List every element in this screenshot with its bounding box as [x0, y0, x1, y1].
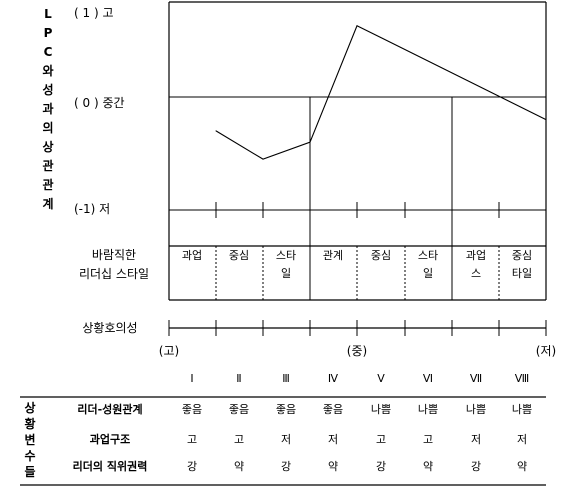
y-title-char: 관 [42, 158, 53, 173]
situation-cell: 저 [471, 433, 481, 446]
style-cell: 과업 [182, 249, 202, 262]
situation-numeral: Ⅴ [377, 372, 385, 385]
situation-cell: 약 [517, 459, 527, 473]
situation-cell: 좋음 [229, 403, 249, 416]
situation-numeral: Ⅲ [282, 372, 290, 385]
style-cell: 중심 [229, 249, 249, 262]
situation-cell: 고 [234, 433, 244, 446]
y-title-char: 상 [42, 139, 53, 154]
situation-cell: 약 [423, 459, 433, 473]
lpc-point [545, 119, 547, 121]
lpc-point [262, 158, 264, 160]
style-cell: 스타 [418, 249, 438, 262]
situation-cell: 좋음 [323, 403, 343, 416]
situation-cell: 저 [281, 433, 291, 446]
styles-grid [169, 245, 546, 301]
situation-cell: 나쁨 [512, 403, 532, 416]
situation-numeral: Ⅷ [515, 372, 530, 385]
situation-numerals: Ⅰ Ⅱ Ⅲ Ⅳ Ⅴ Ⅵ Ⅶ Ⅷ [190, 372, 529, 385]
style-cell: 중심 [371, 249, 391, 262]
style-cell: 과업 [466, 249, 486, 262]
y-label-high: ( 1 ) 고 [74, 6, 113, 20]
style-cell: 타일 [512, 266, 532, 280]
situation-cell: 고 [423, 433, 433, 446]
style-cell: 스타 [276, 249, 296, 262]
situation-cell: 강 [281, 460, 291, 473]
situation-cell: 고 [187, 433, 197, 446]
situation-cell: 좋음 [276, 403, 296, 416]
lpc-line [215, 24, 547, 160]
style-cell: 일 [423, 266, 433, 280]
situation-table-grid [20, 396, 546, 486]
y-label-mid: ( 0 ) 중간 [74, 96, 125, 110]
side-label-char: 상 [24, 400, 35, 415]
situation-numeral: Ⅱ [236, 372, 241, 385]
situation-cell: 나쁨 [418, 403, 438, 416]
situation-row-label: 리더-성원관계 [77, 402, 142, 416]
y-title-char: 성 [42, 83, 53, 97]
y-title-char: P [44, 26, 53, 40]
y-title-char: 와 [42, 63, 53, 78]
situation-cell: 고 [376, 433, 386, 446]
favorability-label: 상황호의성 [82, 321, 137, 335]
side-label-char: 들 [24, 465, 35, 479]
situation-cell: 저 [328, 433, 338, 446]
side-label-char: 변 [24, 432, 35, 447]
favorability-mid: (중) [347, 344, 367, 358]
y-label-low: (-1) 저 [74, 202, 110, 216]
chart-frame [168, 1, 547, 300]
y-title-char: 관 [42, 177, 53, 192]
situation-numeral: Ⅶ [470, 372, 482, 385]
lpc-point [309, 141, 311, 143]
lpc-point [215, 130, 217, 132]
favorability-ticks [168, 320, 547, 336]
situation-cell: 약 [328, 459, 338, 473]
situation-cell: 강 [376, 460, 386, 473]
situation-cell: 약 [234, 459, 244, 473]
styles-label-line2: 리더십 스타일 [79, 267, 149, 281]
y-title-char: 의 [42, 120, 53, 135]
situation-cell: 나쁨 [371, 403, 391, 416]
y-title-char: 과 [42, 101, 53, 116]
style-cell: 일 [281, 266, 291, 280]
lpc-points [215, 25, 547, 160]
style-cell: 관계 [323, 249, 343, 262]
situation-numeral: Ⅵ [423, 372, 433, 385]
y-title-char: L [44, 7, 52, 21]
situation-row-label: 리더의 직위권력 [73, 459, 148, 473]
situation-row-label: 과업구조 [90, 432, 130, 446]
style-cell: 중심 [512, 249, 532, 262]
situation-cell: 강 [187, 460, 197, 473]
side-label-char: 황 [24, 416, 35, 431]
baseline-ticks [168, 202, 547, 218]
situation-cell: 저 [517, 433, 527, 446]
side-label-char: 수 [24, 449, 35, 463]
situation-numeral: Ⅰ [190, 372, 193, 385]
favorability-low: (저) [536, 344, 556, 358]
situation-cell: 강 [471, 460, 481, 473]
situation-cell: 좋음 [182, 403, 202, 416]
style-cell: 스 [471, 267, 481, 280]
styles-label-line1: 바람직한 [92, 248, 136, 262]
y-title-char: 계 [42, 196, 53, 211]
situation-cell: 나쁨 [466, 403, 486, 416]
favorability-high: (고) [159, 344, 179, 358]
situation-numeral: Ⅳ [328, 372, 339, 385]
lpc-point [356, 25, 358, 27]
y-title-char: C [44, 45, 53, 59]
